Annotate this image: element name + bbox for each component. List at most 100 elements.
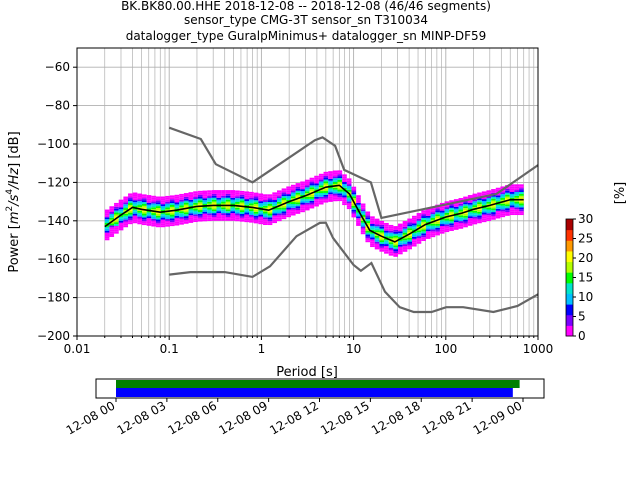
psd-cell: [141, 209, 147, 212]
psd-cell: [453, 214, 459, 217]
psd-cell: [458, 198, 464, 200]
psd-cell: [402, 221, 408, 224]
psd-cell: [449, 221, 454, 224]
psd-cell: [384, 232, 389, 235]
psd-cell: [509, 207, 515, 210]
psd-cell: [258, 216, 264, 219]
psd-cell: [342, 191, 347, 194]
psd-cell: [188, 192, 194, 195]
psd-cell: [109, 229, 115, 232]
psd-cell: [505, 187, 510, 189]
psd-cell: [342, 199, 347, 202]
psd-cell: [323, 181, 329, 184]
psd-cell: [328, 192, 333, 195]
psd-cell: [109, 219, 115, 222]
psd-cell: [314, 187, 319, 190]
psd-cell: [197, 208, 203, 211]
psd-cell: [342, 195, 347, 198]
timeline-tick-label: 12-08 15: [318, 398, 372, 437]
psd-cell: [221, 193, 226, 196]
psd-cell: [519, 203, 524, 206]
psd-cell: [314, 196, 319, 199]
psd-cell: [132, 213, 138, 216]
psd-cell: [276, 196, 282, 199]
psd-cell: [519, 205, 524, 208]
psd-cell: [165, 224, 170, 227]
psd-cell: [118, 218, 124, 221]
psd-cell: [360, 205, 366, 208]
psd-cell: [356, 218, 361, 221]
psd-cell: [370, 216, 375, 219]
timeline-tick-label: 12-08 18: [369, 398, 423, 437]
psd-cell: [351, 207, 357, 210]
psd-cell: [225, 211, 231, 214]
psd-cell: [249, 201, 254, 204]
psd-cell: [509, 201, 515, 204]
psd-cell: [188, 196, 194, 198]
colorbar-tick-label: 5: [578, 310, 586, 324]
psd-cell: [146, 216, 152, 219]
psd-cell: [249, 218, 254, 221]
psd-cell: [258, 193, 264, 196]
psd-cell: [388, 230, 394, 233]
psd-cell: [239, 213, 245, 216]
psd-cell: [146, 218, 152, 221]
timeline-tick-label: 12-08 06: [166, 398, 220, 437]
psd-cell: [514, 207, 520, 210]
psd-cell: [141, 221, 147, 224]
psd-cell: [239, 200, 245, 203]
psd-cell: [519, 195, 524, 198]
psd-cell: [430, 212, 436, 215]
psd-cell: [370, 235, 375, 238]
psd-cell: [267, 203, 273, 206]
psd-cell: [481, 204, 487, 207]
psd-cell: [379, 242, 385, 245]
psd-cell: [258, 218, 264, 221]
psd-cell: [477, 202, 482, 205]
psd-cell: [267, 196, 273, 199]
psd-cell: [393, 228, 399, 230]
psd-cell: [402, 234, 408, 237]
psd-cell: [179, 220, 184, 223]
psd-cell: [435, 216, 440, 219]
psd-cell: [374, 230, 380, 233]
psd-cell: [281, 199, 287, 202]
psd-cell: [458, 203, 464, 206]
psd-cell: [104, 230, 110, 233]
psd-cell: [309, 195, 315, 197]
psd-cell: [137, 197, 142, 200]
psd-cell: [519, 192, 524, 194]
psd-cell: [323, 171, 329, 174]
psd-cell: [402, 246, 408, 248]
psd-cell: [146, 223, 152, 226]
psd-cell: [202, 204, 208, 206]
psd-cell: [509, 205, 515, 208]
psd-cell: [458, 207, 464, 210]
psd-cell: [249, 211, 254, 214]
psd-cell: [300, 200, 305, 203]
psd-cell: [304, 198, 310, 201]
psd-cell: [276, 198, 282, 200]
psd-cell: [458, 213, 464, 216]
psd-cell: [346, 195, 352, 198]
psd-cell: [193, 206, 198, 209]
psd-cell: [151, 211, 156, 214]
psd-cell: [123, 219, 129, 222]
psd-cell: [332, 178, 338, 181]
psd-cell: [160, 219, 166, 222]
psd-cell: [123, 204, 129, 207]
psd-cell: [407, 218, 412, 221]
psd-cell: [314, 183, 319, 186]
psd-cell: [151, 220, 156, 223]
psd-cell: [193, 191, 198, 194]
psd-cell: [374, 237, 380, 240]
psd-cell: [118, 203, 124, 206]
psd-cell: [216, 216, 222, 219]
psd-cell: [225, 213, 231, 216]
psd-cell: [216, 213, 222, 216]
psd-cell: [211, 197, 217, 200]
psd-cell: [509, 197, 515, 200]
psd-cell: [425, 233, 431, 236]
psd-cell: [332, 180, 338, 183]
